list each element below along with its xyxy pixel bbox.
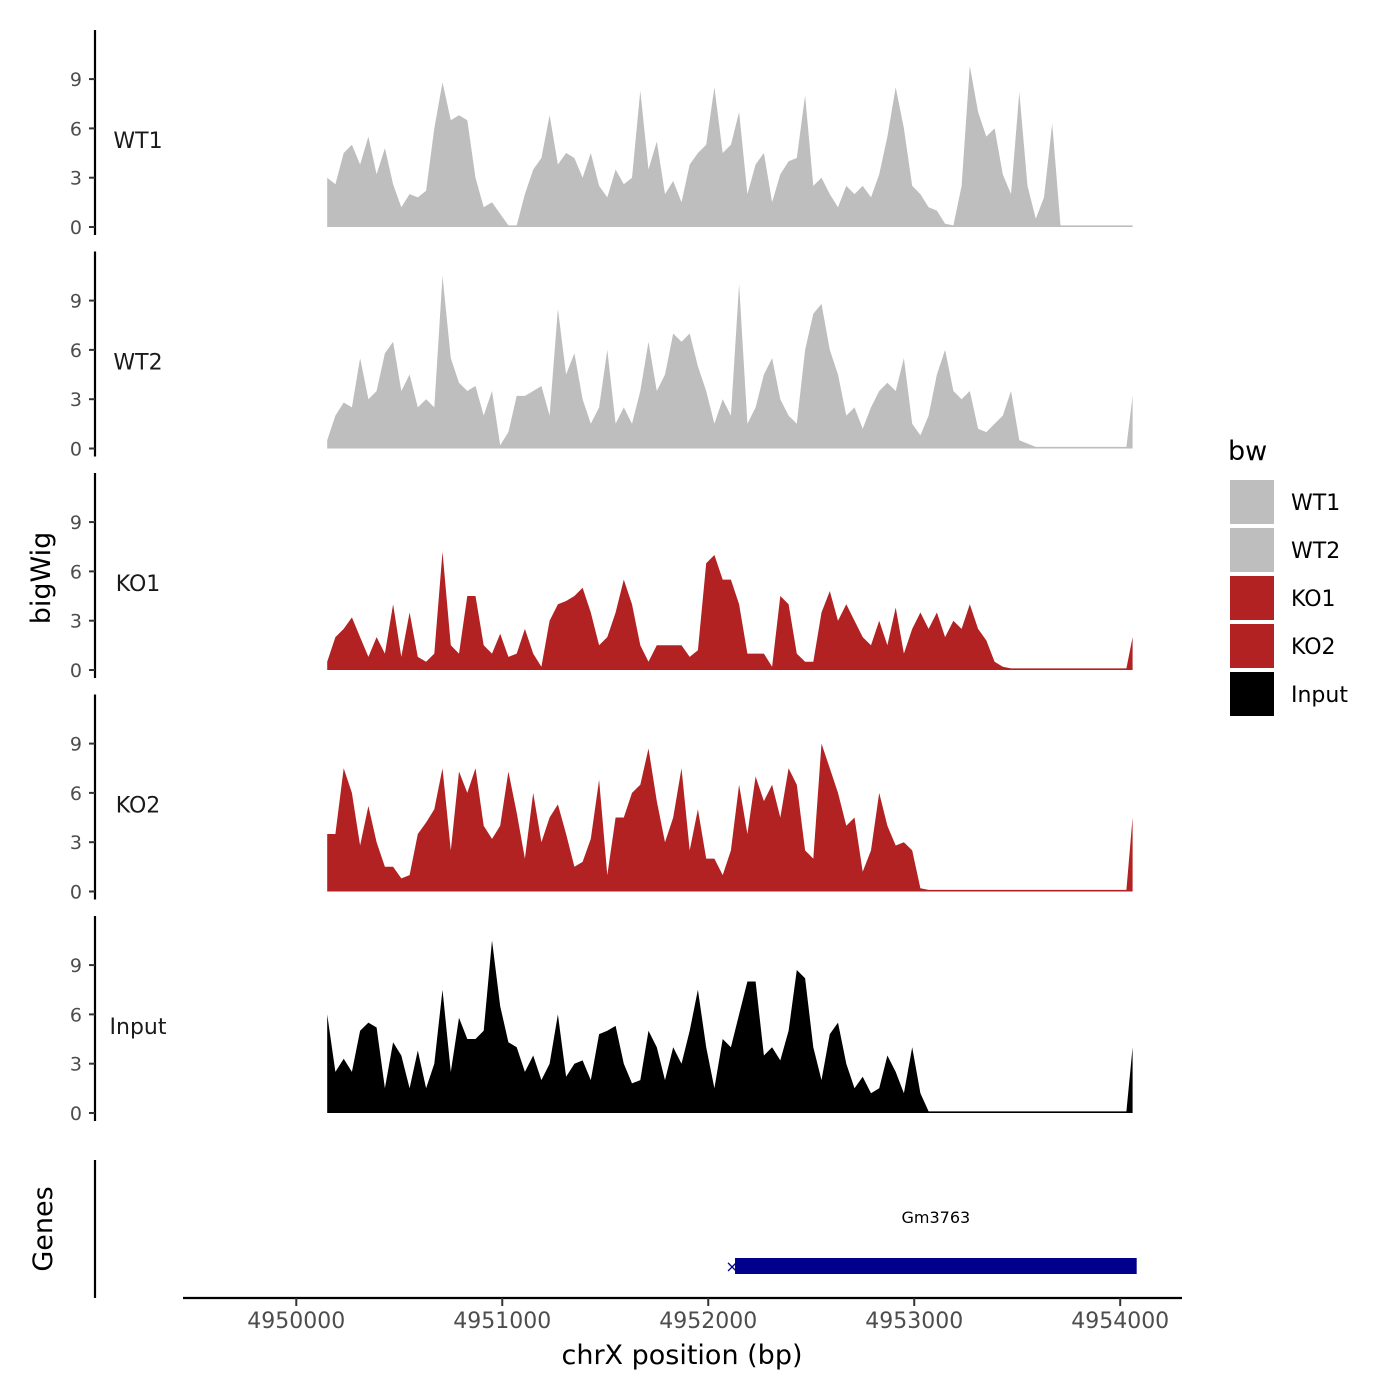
coverage-area-ko1 [327, 552, 1132, 670]
track-wt2: 0 3 6 9 WT2 [70, 252, 1133, 461]
x-tick-label: 4953000 [865, 1309, 963, 1334]
y-tick-label: 9 [70, 291, 82, 313]
track-label: WT2 [113, 350, 162, 375]
x-axis: 4950000 4951000 4952000 4953000 4954000 chrX… [183, 1298, 1182, 1371]
legend-entries: WT1 WT2 KO1 KO2 Input [1230, 480, 1348, 716]
x-tick-label: 4951000 [453, 1309, 551, 1334]
coverage-area-input [327, 940, 1132, 1113]
coverage-area-wt2 [327, 276, 1132, 449]
y-tick-label: 0 [70, 1103, 82, 1125]
y-tick-label: 0 [70, 439, 82, 461]
coverage-area-wt1 [327, 66, 1132, 227]
legend-swatch-ko2 [1230, 624, 1274, 668]
legend-swatch-ko1 [1230, 576, 1274, 620]
legend: bw WT1 WT2 KO1 KO2 Input [1228, 436, 1348, 716]
track-panels: 0 3 6 9 WT1 0 3 6 9 WT2 0 3 6 9 KO1 0 3 6 9 KO2 0 3 6 9 Input [70, 30, 1133, 1125]
legend-swatch-input [1230, 672, 1274, 716]
y-tick-label: 3 [70, 1054, 82, 1076]
gene-strand-marker: × [725, 1257, 738, 1276]
legend-label: Input [1291, 683, 1348, 708]
track-label: WT1 [113, 129, 162, 154]
track-label: KO1 [116, 572, 161, 597]
legend-title: bw [1228, 436, 1267, 467]
y-tick-label: 3 [70, 389, 82, 411]
y-tick-label: 9 [70, 734, 82, 756]
y-tick-label: 0 [70, 217, 82, 239]
legend-label: WT2 [1291, 539, 1340, 564]
y-tick-label: 6 [70, 340, 82, 362]
y-tick-label: 9 [70, 512, 82, 534]
coverage-area-ko2 [327, 744, 1132, 892]
legend-label: WT1 [1291, 491, 1340, 516]
gene-label: Gm3763 [902, 1208, 971, 1227]
x-ticks: 4950000 4951000 4952000 4953000 4954000 [247, 1298, 1169, 1334]
y-tick-label: 6 [70, 783, 82, 805]
track-ko2: 0 3 6 9 KO2 [70, 695, 1133, 904]
y-tick-label: 0 [70, 660, 82, 682]
y-tick-label: 0 [70, 882, 82, 904]
y-tick-label: 6 [70, 1004, 82, 1026]
track-label: Input [110, 1015, 167, 1040]
genes-panel: Genes × Gm3763 [28, 1160, 1137, 1298]
x-tick-label: 4950000 [247, 1309, 345, 1334]
track-input: 0 3 6 9 Input [70, 916, 1133, 1125]
y-tick-label: 6 [70, 561, 82, 583]
y-tick-label: 3 [70, 611, 82, 633]
gene-marks: × Gm3763 [725, 1208, 1136, 1276]
y-axis-title: bigWig [26, 532, 57, 625]
legend-label: KO2 [1291, 635, 1336, 660]
x-tick-label: 4952000 [659, 1309, 757, 1334]
genome-track-chart: 0 3 6 9 WT1 0 3 6 9 WT2 0 3 6 9 KO1 0 3 6 9 KO2 0 3 6 9 Input Ge… [0, 0, 1400, 1400]
y-tick-label: 3 [70, 168, 82, 190]
genes-axis-title: Genes [28, 1186, 59, 1271]
x-axis-title: chrX position (bp) [561, 1340, 802, 1371]
legend-swatch-wt2 [1230, 528, 1274, 572]
y-tick-label: 9 [70, 955, 82, 977]
track-ko1: 0 3 6 9 KO1 [70, 473, 1133, 682]
y-tick-label: 6 [70, 118, 82, 140]
legend-swatch-wt1 [1230, 480, 1274, 524]
legend-label: KO1 [1291, 587, 1336, 612]
track-label: KO2 [116, 793, 161, 818]
gene-bar [735, 1258, 1137, 1274]
y-tick-label: 3 [70, 832, 82, 854]
x-tick-label: 4954000 [1071, 1309, 1169, 1334]
track-wt1: 0 3 6 9 WT1 [70, 30, 1133, 239]
y-tick-label: 9 [70, 69, 82, 91]
